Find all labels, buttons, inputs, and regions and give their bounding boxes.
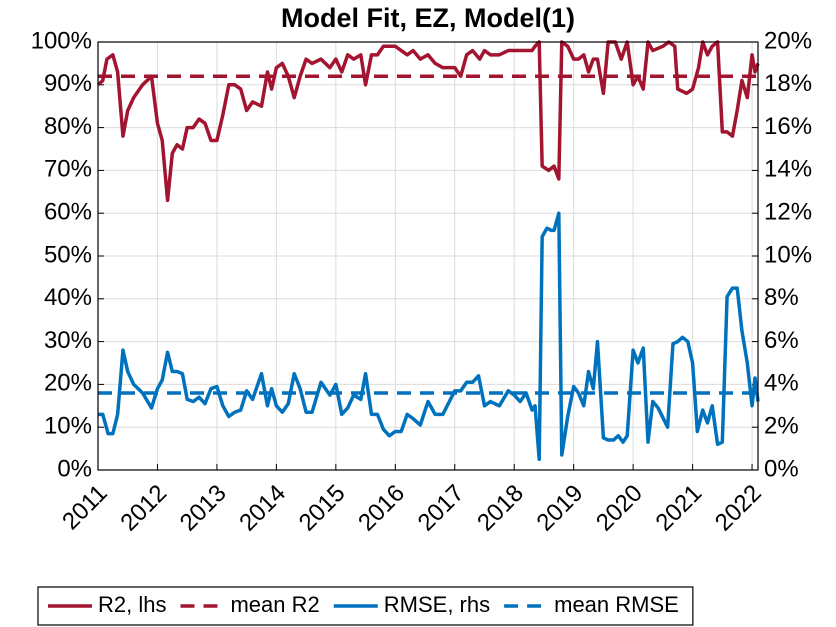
- y2-tick-label: 6%: [764, 327, 799, 354]
- y2-tick-label: 10%: [764, 241, 812, 268]
- y-tick-label: 70%: [44, 156, 92, 183]
- y-tick-label: 40%: [44, 284, 92, 311]
- plot-frame: [97, 41, 759, 471]
- y-tick-label: 80%: [44, 113, 92, 140]
- x-tick-label: 2012: [115, 480, 172, 537]
- y2-tick-label: 2%: [764, 413, 799, 440]
- x-tick-label: 2014: [234, 480, 291, 537]
- x-tick-label: 2021: [650, 480, 707, 537]
- y2-tick-label: 14%: [764, 156, 812, 183]
- x-tick-label: 2013: [175, 480, 232, 537]
- legend-label: R2, lhs: [98, 592, 166, 617]
- chart-title: Model Fit, EZ, Model(1): [281, 3, 575, 33]
- series-line: [98, 211, 760, 462]
- x-tick-label: 2011: [57, 480, 113, 536]
- y2-tick-label: 4%: [764, 370, 799, 397]
- x-tick-label: 2020: [591, 480, 648, 537]
- y-tick-label: 90%: [44, 70, 92, 97]
- y-tick-label: 60%: [44, 199, 92, 226]
- y-tick-label: 30%: [44, 327, 92, 354]
- legend-label: mean RMSE: [554, 592, 679, 617]
- y2-tick-label: 18%: [764, 70, 812, 97]
- x-tick-label: 2019: [532, 480, 589, 537]
- legend-label: mean R2: [230, 592, 319, 617]
- legend-label: RMSE, rhs: [384, 592, 490, 617]
- y2-tick-label: 12%: [764, 199, 812, 226]
- y-tick-label: 50%: [44, 241, 92, 268]
- x-tick-label: 2016: [353, 480, 410, 537]
- y-tick-label: 10%: [44, 413, 92, 440]
- x-tick-label: 2015: [294, 480, 351, 537]
- y-tick-label: 100%: [31, 27, 92, 54]
- legend: R2, lhs mean R2 RMSE, rhs mean RMSE: [37, 586, 694, 626]
- y2-tick-label: 20%: [764, 27, 812, 54]
- y2-tick-label: 0%: [764, 455, 799, 482]
- x-tick-label: 2017: [413, 480, 470, 537]
- y-tick-label: 0%: [57, 455, 92, 482]
- y-tick-label: 20%: [44, 370, 92, 397]
- x-tick-label: 2022: [710, 480, 767, 537]
- x-tick-label: 2018: [472, 480, 529, 537]
- series-line: [96, 40, 760, 203]
- y2-tick-label: 16%: [764, 113, 812, 140]
- y2-tick-label: 8%: [764, 284, 799, 311]
